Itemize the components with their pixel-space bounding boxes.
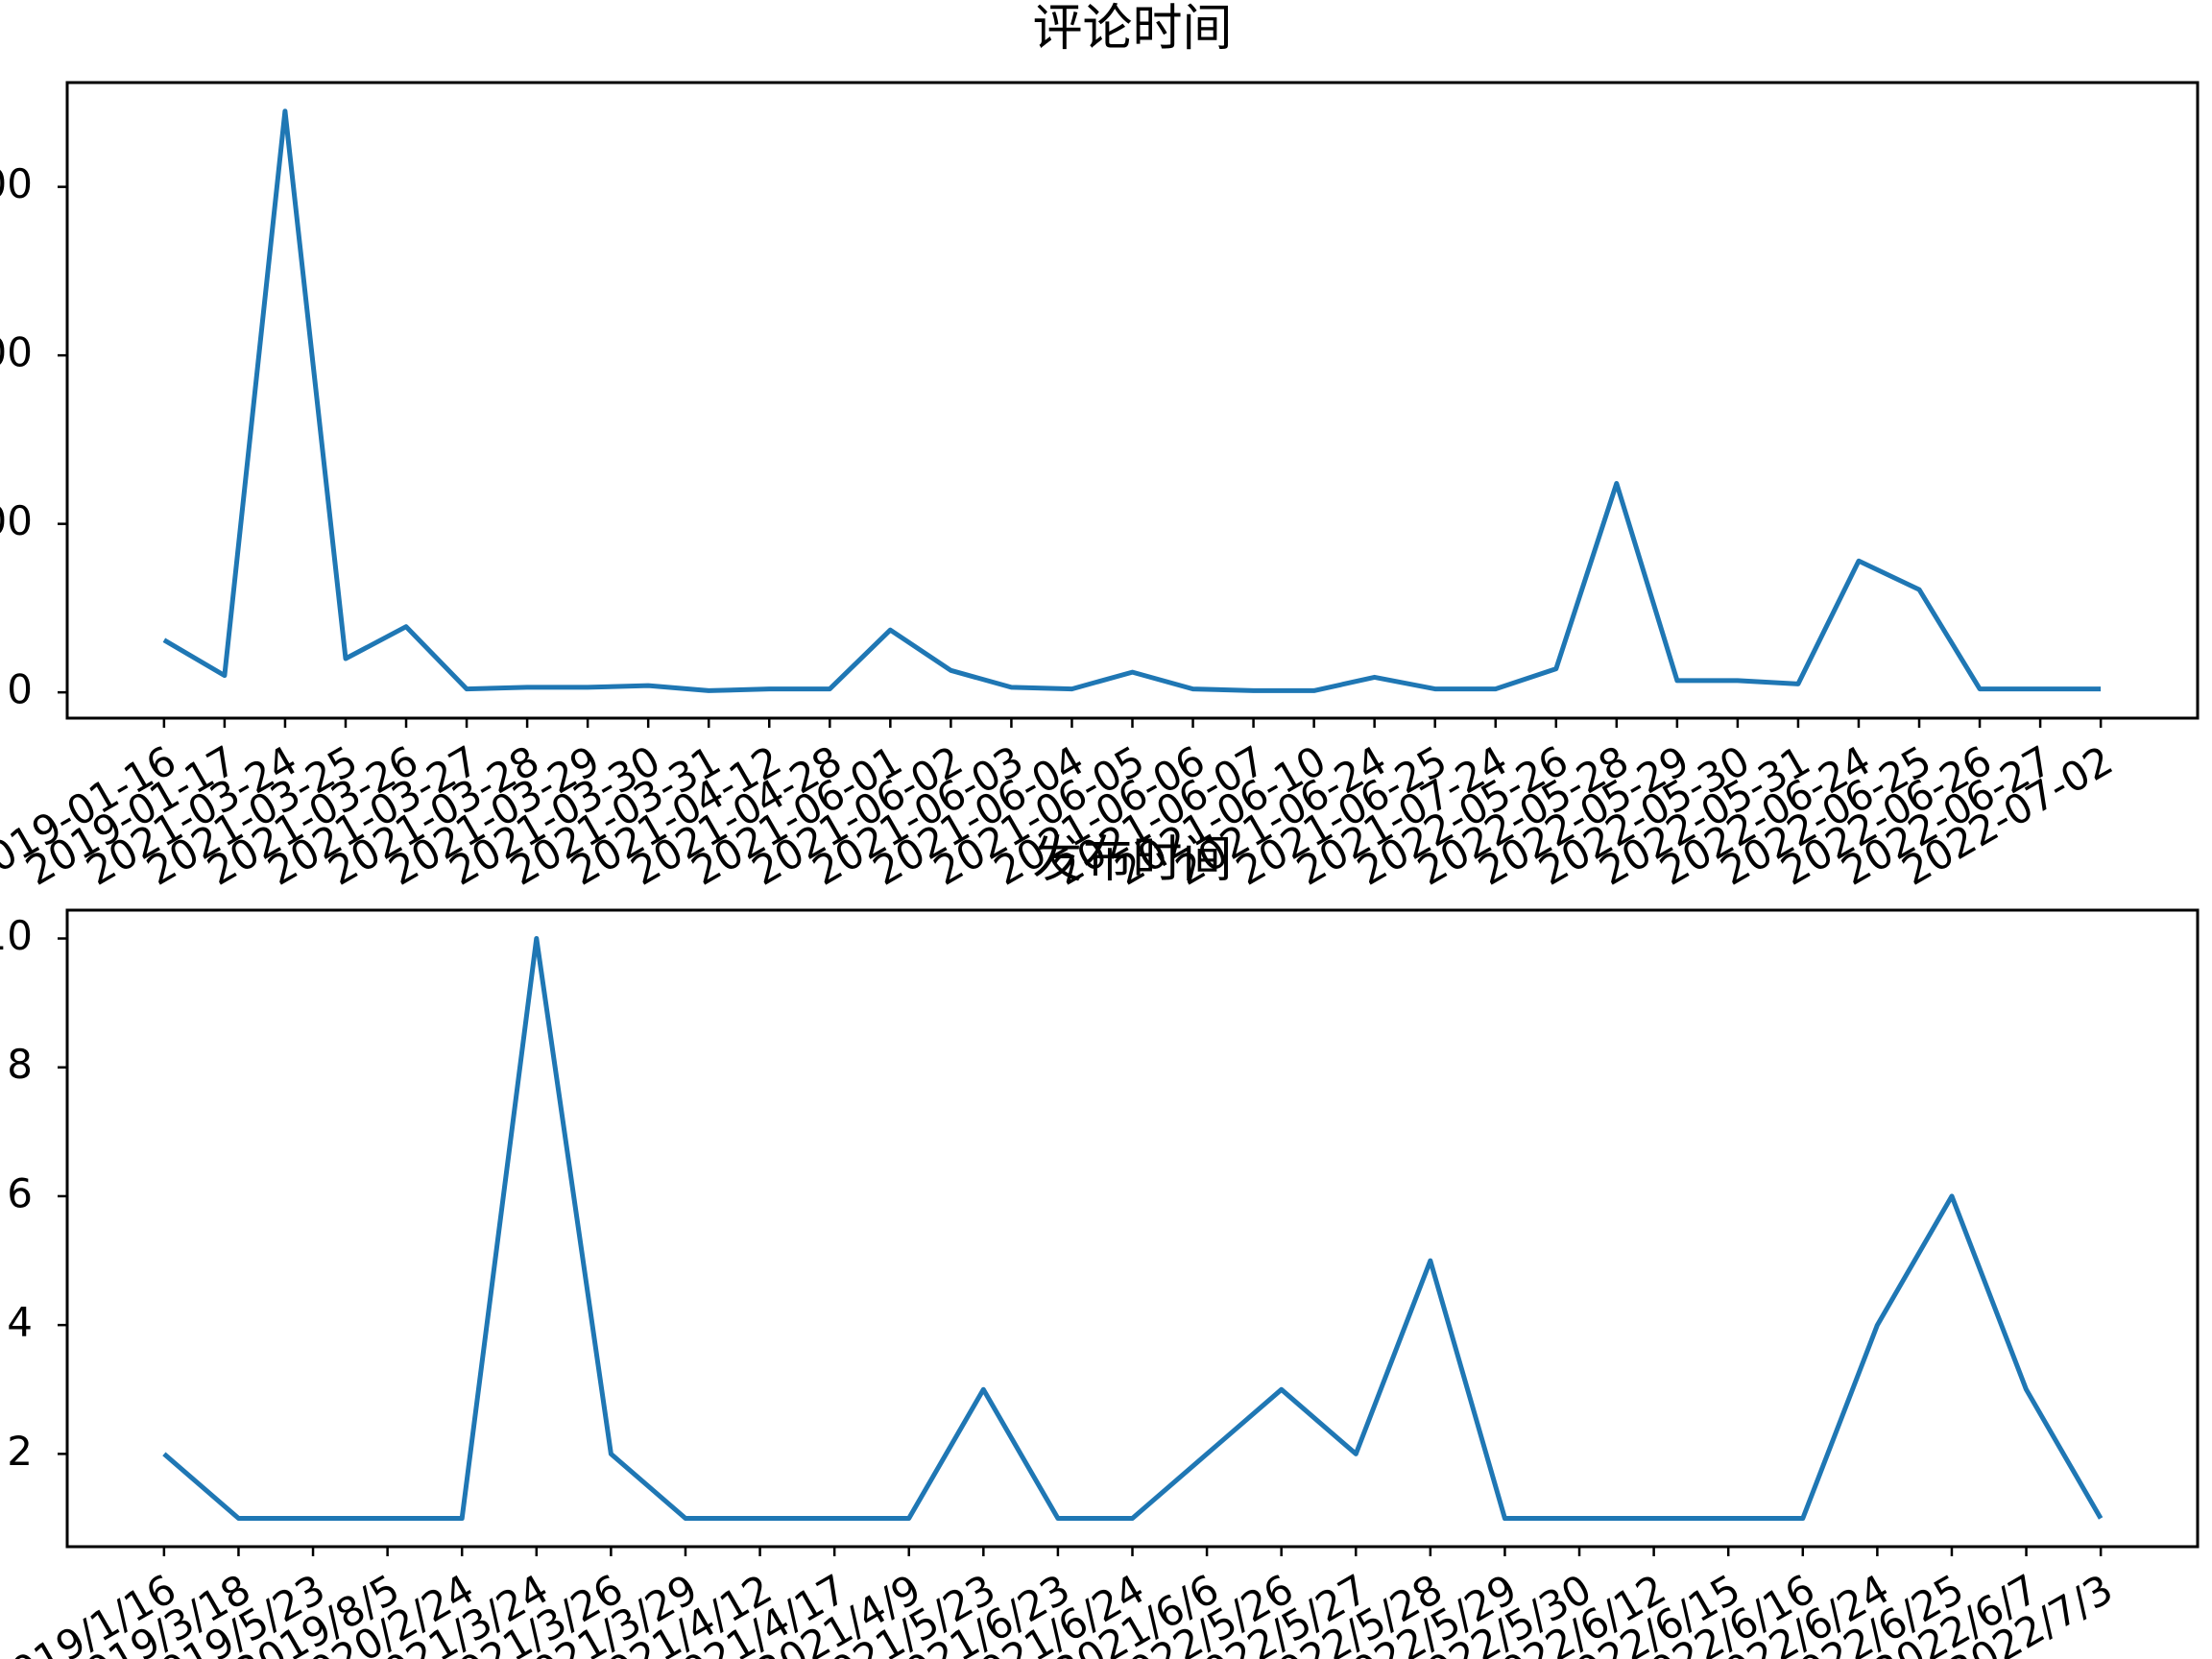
axes-frame (65, 908, 2200, 1549)
y-tick-label: 4 (7, 1299, 33, 1346)
y-tick-label: 10 (0, 912, 33, 959)
y-tick-label: 300 (0, 160, 33, 207)
data-line (162, 936, 2104, 1521)
y-tick-label: 2 (7, 1428, 33, 1475)
y-tick-label: 0 (7, 666, 33, 713)
y-tick-label: 100 (0, 497, 33, 544)
chart-title: 评论时间 (1032, 0, 1232, 58)
y-tick-label: 6 (7, 1169, 33, 1216)
axes-frame (65, 81, 2200, 720)
y-tick-label: 200 (0, 329, 33, 376)
chart-title: 发布时间 (1032, 831, 1232, 889)
y-tick-label: 8 (7, 1041, 33, 1088)
data-line (162, 108, 2102, 693)
